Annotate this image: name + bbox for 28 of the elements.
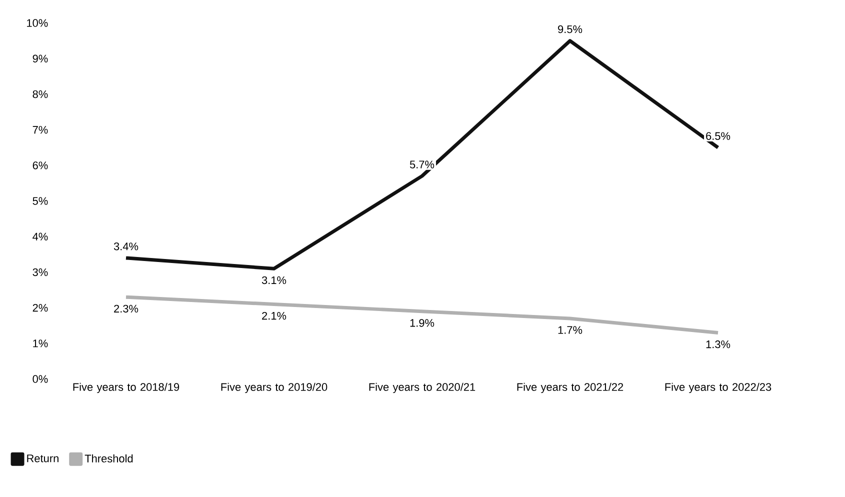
- y-tick-label: 3%: [32, 268, 48, 276]
- legend-label: Return: [27, 454, 58, 462]
- x-tick-label: Five years to 2018/19: [73, 382, 180, 394]
- y-tick-label: 2%: [32, 304, 48, 312]
- y-tick-label: 9%: [32, 54, 48, 62]
- y-tick-label: 5%: [32, 197, 48, 205]
- data-label: 5.7%: [410, 160, 434, 168]
- data-label: 6.5%: [706, 132, 730, 140]
- y-tick-label: 6%: [32, 162, 48, 170]
- y-tick-label: 1%: [33, 340, 48, 348]
- y-tick-label: 10%: [27, 19, 48, 27]
- data-label: 9.5%: [558, 25, 582, 34]
- y-tick-label: 4%: [32, 232, 48, 240]
- x-tick-label: Five years to 2019/20: [221, 382, 328, 394]
- y-tick-label: 8%: [32, 90, 48, 98]
- data-label: 1.9%: [410, 319, 434, 327]
- y-tick-label: 0%: [32, 375, 48, 383]
- legend-label: Threshold: [84, 454, 133, 462]
- data-label: 3.1%: [262, 276, 286, 284]
- data-label: 3.4%: [114, 242, 138, 250]
- data-label: 1.7%: [558, 326, 582, 334]
- x-tick-label: Five years to 2020/21: [369, 382, 476, 394]
- data-label: 1.3%: [706, 340, 730, 348]
- x-tick-label: Five years to 2022/23: [665, 382, 772, 394]
- data-label: 2.3%: [114, 304, 138, 313]
- x-tick-label: Five years to 2021/22: [517, 382, 624, 394]
- data-label: 2.1%: [262, 312, 286, 320]
- y-tick-label: 7%: [32, 126, 48, 134]
